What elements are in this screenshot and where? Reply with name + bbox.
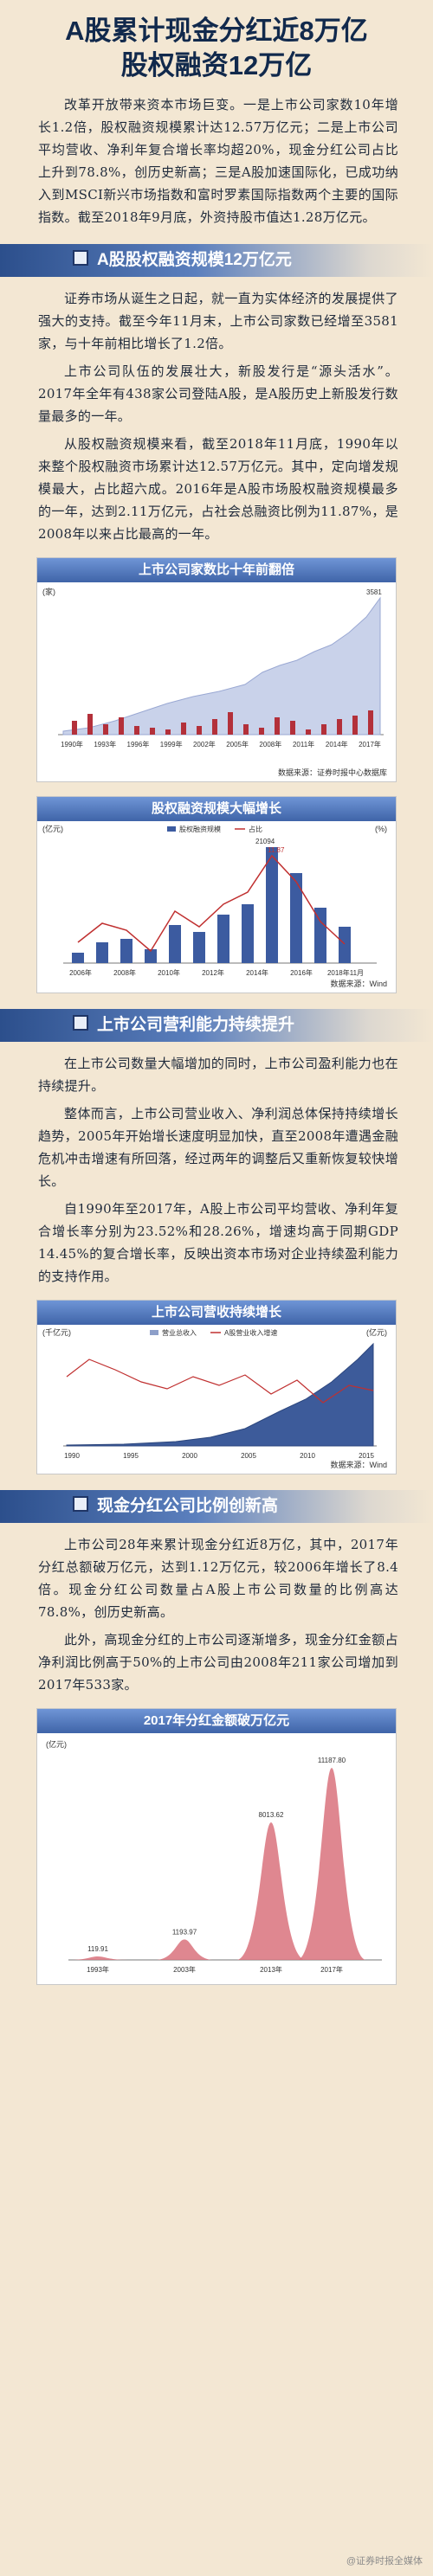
x-tick-label: 2014年 — [246, 968, 268, 977]
x-tick-label: 2005 — [241, 1452, 256, 1460]
x-tick-label: 2006年 — [69, 968, 92, 977]
legend-line: 占比 — [249, 825, 262, 833]
x-tick-label: 1995 — [123, 1452, 139, 1460]
square-icon — [73, 1015, 88, 1031]
chart-title: 上市公司家数比十年前翻倍 — [37, 558, 396, 582]
section-paragraph: 整体而言，上市公司营业收入、净利润总体保持持续增长趋势，2005年开始增长速度明… — [38, 1106, 398, 1189]
x-tick-label: 2010年 — [158, 968, 180, 977]
x-tick-label: 2005年 — [226, 740, 249, 748]
category-label: 2017年 — [320, 1965, 343, 1974]
value-label: 8013.62 — [259, 1811, 284, 1819]
section-title: 现金分红公司比例创新高 — [97, 1497, 279, 1515]
chart-company-count: 上市公司家数比十年前翻倍 (家) 3581 1990年 1993年 1996年 199… — [36, 557, 397, 782]
x-tick-label: 2018年11月 — [327, 968, 364, 977]
data-source: 数据来源：Wind — [330, 980, 387, 988]
chart-equity-financing: 股权融资规模大幅增长 (亿元) (%) 股权融资规模 占比 21094 11.8… — [36, 796, 397, 993]
chart-title: 股权融资规模大幅增长 — [37, 797, 396, 821]
dividend-peak — [155, 1939, 214, 1960]
x-tick-label: 2016年 — [290, 968, 313, 977]
title-line-2: 股权融资12万亿 — [120, 50, 313, 80]
financing-bars — [72, 847, 351, 963]
x-tick-label: 1993年 — [94, 740, 116, 748]
x-axis-labels: 1990 1995 2000 2005 2010 2015 — [64, 1452, 374, 1460]
section-title: A股股权融资规模12万亿元 — [97, 251, 292, 269]
revenue-area — [66, 1342, 374, 1447]
dividend-peak — [297, 1768, 366, 1960]
category-label: 2013年 — [260, 1965, 282, 1974]
financing-plot: (亿元) (%) 股权融资规模 占比 21094 11.87 2006年 2008… — [42, 824, 387, 977]
section-title: 上市公司营利能力持续提升 — [97, 1016, 295, 1034]
x-tick-label: 2017年 — [359, 740, 381, 748]
section-paragraph: 上市公司队伍的发展壮大，新股发行是“源头活水”。2017年全年有438家公司登陆… — [38, 363, 398, 424]
chart-title: 上市公司营收持续增长 — [37, 1301, 396, 1325]
value-label: 11187.80 — [318, 1757, 346, 1764]
chart-title: 2017年分红金额破万亿元 — [37, 1709, 396, 1733]
new-listing-bars — [72, 710, 373, 735]
section-paragraph: 此外，高现金分红的上市公司逐渐增多，现金分红金额占净利润比例高于50%的上市公司… — [38, 1632, 398, 1693]
title-line-1: A股累计现金分红近8万亿 — [65, 16, 368, 46]
revenue-plot: (千亿元) (亿元) 营业总收入 A股营业收入增速 1990 1995 2000 20… — [42, 1327, 387, 1460]
section-paragraph: 在上市公司数量大幅增加的同时，上市公司盈利能力也在持续提升。 — [38, 1056, 398, 1094]
growth-line — [66, 1359, 374, 1404]
dividend-peak — [236, 1822, 306, 1960]
x-tick-label: 2008年 — [113, 968, 136, 977]
y-unit: (亿元) — [46, 1739, 67, 1749]
chart-dividends: 2017年分红金额破万亿元 (亿元) 119.91 1993年 1193.97 200… — [36, 1708, 397, 1985]
y-unit-left: (千亿元) — [42, 1327, 71, 1337]
chart-revenue-growth: 上市公司营收持续增长 (千亿元) (亿元) 营业总收入 A股营业收入增速 199… — [36, 1300, 397, 1474]
legend-line: A股营业收入增速 — [224, 1328, 277, 1337]
legend-area: 营业总收入 — [162, 1328, 197, 1337]
x-tick-label: 2008年 — [259, 740, 281, 748]
company-count-plot: (家) 3581 1990年 1993年 1996年 1999年 2002年 2005年 2… — [42, 587, 384, 748]
x-tick-label: 2011年 — [293, 740, 314, 748]
square-icon — [73, 250, 88, 266]
article-title: A股累计现金分红近8万亿 股权融资12万亿 — [0, 0, 433, 83]
data-source: 数据来源：Wind — [330, 1461, 387, 1469]
x-tick-label: 2014年 — [326, 740, 348, 748]
section-header-profitability: 上市公司营利能力持续提升 — [0, 1009, 433, 1042]
x-tick-label: 1996年 — [127, 740, 150, 748]
section-paragraph: 上市公司28年来累计现金分红近8万亿，其中，2017年分红总额破万亿元，达到1.… — [38, 1537, 398, 1620]
x-tick-label: 1990 — [64, 1452, 80, 1460]
x-axis-labels: 2006年 2008年 2010年 2012年 2014年 2016年 2018年11月 — [69, 968, 364, 977]
peak-bar-label: 21094 — [255, 838, 275, 845]
y-unit-right: (亿元) — [366, 1327, 387, 1337]
y-unit-right: (%) — [375, 825, 387, 833]
square-icon — [73, 1496, 88, 1512]
y-unit-left: (亿元) — [42, 824, 63, 833]
section-paragraph: 自1990年至2017年，A股上市公司平均营收、净利年复合增长率分别为23.52… — [38, 1201, 398, 1284]
x-tick-label: 2012年 — [202, 968, 224, 977]
x-tick-label: 2002年 — [193, 740, 216, 748]
value-label: 1193.97 — [172, 1928, 197, 1936]
x-tick-label: 2000 — [182, 1452, 197, 1460]
section-paragraph: 从股权融资规模来看，截至2018年11月底，1990年以来整个股权融资市场累计达… — [38, 436, 398, 542]
x-tick-label: 1990年 — [61, 740, 83, 748]
data-source: 数据来源：证券时报中心数据库 — [277, 768, 387, 777]
x-tick-label: 1999年 — [160, 740, 183, 748]
section-header-dividends: 现金分红公司比例创新高 — [0, 1490, 433, 1523]
y-unit: (家) — [42, 587, 55, 596]
dividend-marks: 119.91 1993年 1193.97 2003年 8013.62 2013年 11187… — [68, 1757, 366, 1974]
value-label: 119.91 — [87, 1945, 108, 1953]
legend-bar: 股权融资规模 — [179, 825, 221, 833]
x-tick-label: 2010 — [300, 1452, 315, 1460]
section-header-financing: A股股权融资规模12万亿元 — [0, 244, 433, 277]
end-value-label: 3581 — [366, 588, 382, 596]
peak-share-label: 11.87 — [268, 846, 285, 854]
category-label: 1993年 — [87, 1965, 109, 1974]
dividends-plot: (亿元) 119.91 1993年 1193.97 2003年 8013.62 2013年… — [46, 1739, 382, 1974]
x-axis-labels: 1990年 1993年 1996年 1999年 2002年 2005年 2008年 2011年… — [61, 740, 381, 748]
category-label: 2003年 — [173, 1965, 196, 1974]
watermark: @证券时报全媒体 — [346, 2556, 423, 2566]
section-paragraph: 证券市场从诞生之日起，就一直为实体经济的发展提供了强大的支持。截至今年11月末，… — [38, 291, 398, 351]
intro-paragraph: 改革开放带来资本市场巨变。一是上市公司家数10年增长1.2倍，股权融资规模累计达… — [38, 97, 398, 225]
x-tick-label: 2015 — [359, 1452, 374, 1460]
company-count-area — [62, 596, 381, 736]
dividend-peak — [68, 1956, 127, 1960]
share-line — [77, 854, 346, 953]
